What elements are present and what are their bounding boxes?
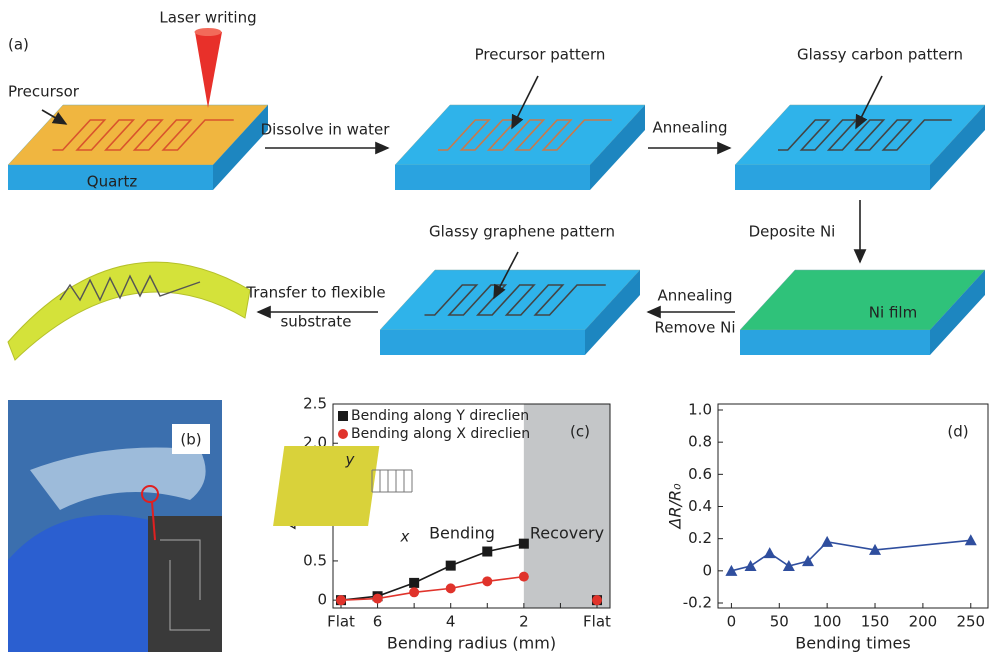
label: Precursor <box>8 83 80 101</box>
marker <box>446 561 456 571</box>
step-label: Dissolve in water <box>261 121 391 139</box>
panel-label: (d) <box>947 423 968 441</box>
step-label: Deposite Ni <box>749 223 836 241</box>
marker <box>482 547 492 557</box>
slab-front <box>740 330 930 355</box>
annotation: x <box>400 528 410 546</box>
inset <box>148 516 222 652</box>
inset-sensor <box>273 446 379 526</box>
x-tick-label: 250 <box>956 613 985 631</box>
panel-label: (b) <box>180 431 201 449</box>
slab-front <box>735 165 930 190</box>
y-tick-label: 0.8 <box>688 433 712 451</box>
label: Glassy carbon pattern <box>797 46 963 64</box>
step-label: Annealing <box>652 119 727 137</box>
inset-pattern <box>372 470 412 492</box>
panel-label: (c) <box>570 423 590 441</box>
y-tick-label: 0.4 <box>688 497 712 515</box>
y-tick-label: 0 <box>702 561 712 579</box>
panel-label: (a) <box>8 36 29 54</box>
marker <box>519 539 529 549</box>
marker <box>821 536 833 547</box>
marker <box>336 595 346 605</box>
label: Quartz <box>87 173 138 191</box>
step-label: substrate <box>280 313 351 331</box>
marker <box>745 560 757 571</box>
marker <box>519 572 529 582</box>
x-axis-label: Bending radius (mm) <box>387 634 556 653</box>
annotation: Recovery <box>530 524 604 543</box>
marker <box>482 576 492 586</box>
x-tick-label: 100 <box>813 613 842 631</box>
x-tick-label: 150 <box>861 613 890 631</box>
x-tick-label: 6 <box>373 613 383 631</box>
panel-b: (b) <box>8 400 222 652</box>
marker <box>338 411 348 421</box>
annotation: Bending <box>429 524 495 543</box>
label: Glassy graphene pattern <box>429 223 615 241</box>
x-tick-label: 2 <box>519 613 529 631</box>
slab-front <box>395 165 590 190</box>
laser <box>195 32 222 108</box>
laser-top <box>195 28 222 36</box>
label: Laser writing <box>159 9 256 27</box>
figure: (a) Laser writing Precursor Quartz Disso… <box>0 0 990 657</box>
panel-a <box>8 28 985 360</box>
step-label: Annealing <box>657 287 732 305</box>
y-tick-label: 0.2 <box>688 529 712 547</box>
marker <box>592 595 602 605</box>
marker <box>965 534 977 545</box>
y-tick-label: 2.5 <box>303 395 327 413</box>
slab-front <box>380 330 585 355</box>
step-label: Transfer to flexible <box>245 284 385 302</box>
y-tick-label: 0.5 <box>303 551 327 569</box>
marker <box>446 583 456 593</box>
annotation: y <box>345 451 356 469</box>
marker <box>764 547 776 558</box>
x-tick-label: 4 <box>446 613 456 631</box>
x-tick-label: Flat <box>327 613 355 631</box>
step-label: Remove Ni <box>654 319 735 337</box>
label: Ni film <box>869 304 917 322</box>
x-tick-label: 50 <box>770 613 789 631</box>
legend-label: Bending along Y direclien <box>351 408 529 424</box>
marker <box>409 578 419 588</box>
label: Precursor pattern <box>475 46 606 64</box>
legend-label: Bending along X direclien <box>351 426 530 442</box>
y-tick-label: 1.0 <box>688 401 712 419</box>
y-tick-label: -0.2 <box>683 594 712 612</box>
y-tick-label: 0 <box>317 591 327 609</box>
marker <box>338 429 348 439</box>
x-tick-label: 0 <box>727 613 737 631</box>
x-tick-label: 200 <box>909 613 938 631</box>
y-tick-label: 0.6 <box>688 465 712 483</box>
shaded-region <box>524 404 610 608</box>
y-axis-label: ΔR/R₀ <box>666 483 685 531</box>
x-axis-label: Bending times <box>795 634 910 653</box>
x-tick-label: Flat <box>583 613 611 631</box>
marker <box>409 587 419 597</box>
marker <box>373 594 383 604</box>
